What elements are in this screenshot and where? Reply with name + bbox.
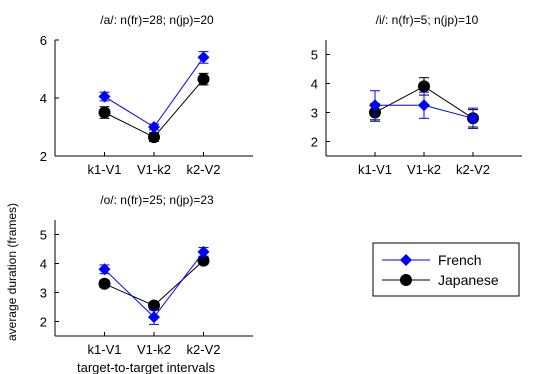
x-tick-label: k2-V2 bbox=[187, 162, 221, 177]
series-line bbox=[104, 57, 204, 128]
data-point bbox=[98, 90, 111, 103]
x-tick-label: k2-V2 bbox=[187, 342, 221, 357]
panel-title: /i/: n(fr)=5; n(jp)=10 bbox=[376, 13, 479, 27]
x-tick-label: V1-k2 bbox=[137, 162, 171, 177]
x-tick-label: k2-V2 bbox=[456, 162, 490, 177]
y-tick-label: 5 bbox=[40, 228, 47, 243]
legend-label-french: French bbox=[438, 252, 482, 268]
x-tick-label: k1-V1 bbox=[88, 162, 122, 177]
series-french bbox=[98, 245, 210, 325]
panel-i: 2 3 4 5 k1-V1 V1-k2 k2-V2/i/: n(fr)=5; n(jp)=1… bbox=[311, 13, 522, 177]
y-tick-label: 2 bbox=[40, 315, 47, 330]
y-tick-label: 6 bbox=[40, 33, 47, 48]
data-point bbox=[418, 99, 430, 112]
data-point bbox=[98, 263, 111, 276]
x-tick-label: k1-V1 bbox=[358, 162, 392, 177]
panel-a: 2 4 6 k1-V1 V1-k2 k2-V2/a/: n(fr)=28; n(jp)=2… bbox=[40, 13, 253, 177]
series-japanese bbox=[98, 72, 210, 144]
data-point bbox=[148, 121, 160, 133]
series-french bbox=[98, 51, 210, 133]
series-french bbox=[369, 90, 479, 129]
data-point bbox=[467, 112, 479, 125]
series-japanese bbox=[98, 254, 210, 312]
y-tick-label: 5 bbox=[311, 48, 318, 63]
legend-marker-japanese bbox=[400, 274, 412, 286]
legend-marker-french bbox=[400, 254, 412, 266]
y-tick-label: 3 bbox=[40, 286, 47, 301]
data-point bbox=[148, 131, 160, 144]
data-point bbox=[98, 277, 111, 290]
data-point bbox=[148, 299, 160, 312]
x-tick-label: k1-V1 bbox=[88, 342, 122, 357]
y-tick-label: 2 bbox=[40, 149, 47, 164]
y-tick-label: 4 bbox=[40, 91, 47, 106]
legend: French Japanese bbox=[372, 242, 520, 297]
data-point bbox=[98, 106, 111, 119]
legend-label-japanese: Japanese bbox=[438, 272, 499, 288]
x-tick-label: V1-k2 bbox=[407, 162, 441, 177]
legend-box bbox=[372, 242, 520, 297]
data-point bbox=[197, 51, 210, 64]
data-point bbox=[418, 80, 430, 93]
data-point bbox=[197, 245, 210, 258]
panel-title: /o/: n(fr)=25; n(jp)=23 bbox=[100, 193, 214, 207]
x-tick-label: V1-k2 bbox=[137, 342, 171, 357]
figure-xlabel: target-to-target intervals bbox=[77, 360, 216, 374]
panel-o: 2 3 4 5 k1-V1 V1-k2 k2-V2/o/: n(fr)=25; n(jp)=… bbox=[40, 193, 253, 357]
data-point bbox=[369, 99, 381, 112]
y-tick-label: 3 bbox=[311, 106, 318, 121]
y-tick-label: 4 bbox=[40, 257, 47, 272]
panel-title: /a/: n(fr)=28; n(jp)=20 bbox=[100, 13, 214, 27]
y-tick-label: 4 bbox=[311, 77, 318, 92]
figure-ylabel: average duration (frames) bbox=[5, 203, 19, 341]
data-point bbox=[197, 73, 210, 86]
data-point bbox=[197, 254, 210, 267]
y-tick-label: 2 bbox=[311, 135, 318, 150]
data-point bbox=[148, 311, 160, 324]
